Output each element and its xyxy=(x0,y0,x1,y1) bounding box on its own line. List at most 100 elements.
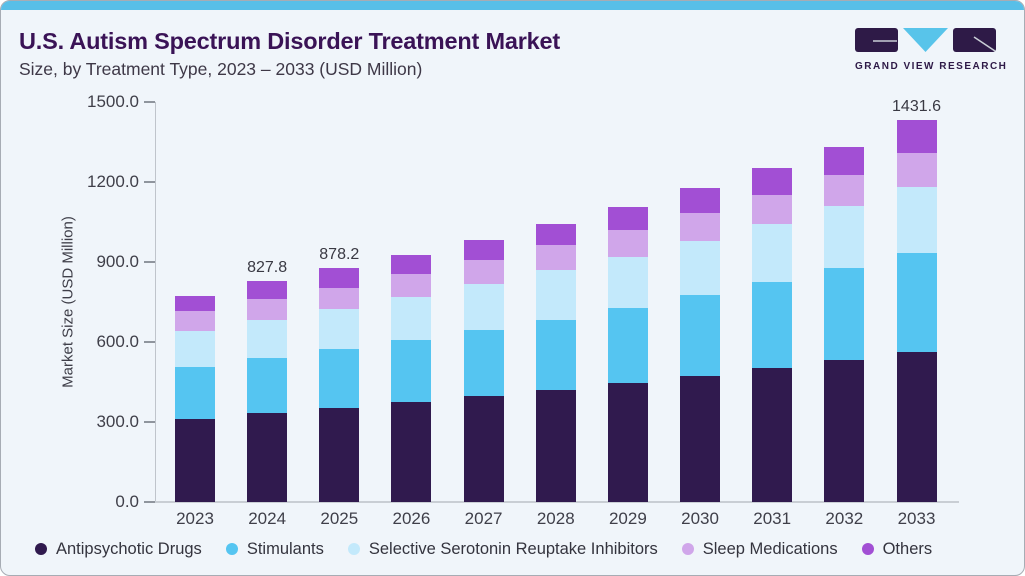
bar-segment-others xyxy=(463,239,504,261)
bar-2031 xyxy=(752,168,793,502)
top-accent-bar xyxy=(1,1,1024,10)
y-axis-tick-label: 0.0 xyxy=(115,492,139,511)
bar-2028 xyxy=(535,223,576,502)
bar-segment-antipsychotic-drugs xyxy=(535,389,576,502)
x-axis-label: 2025 xyxy=(320,509,359,528)
bar-segment-stimulants xyxy=(535,319,576,390)
bar-segment-selective-serotonin-reuptake-inhibitors xyxy=(824,205,865,268)
bar-segment-sleep-medications xyxy=(896,153,937,187)
y-axis-tick-mark xyxy=(144,341,155,343)
bar-2025 xyxy=(319,267,360,502)
bar-segment-stimulants xyxy=(896,252,937,352)
bar-segment-antipsychotic-drugs xyxy=(319,407,360,502)
legend-item-stimulants: Stimulants xyxy=(225,540,324,559)
chart-title: U.S. Autism Spectrum Disorder Treatment … xyxy=(19,28,561,54)
y-axis-tick-label: 1200.0 xyxy=(87,172,139,191)
legend-item-others: Others xyxy=(861,539,933,559)
bar-segment-selective-serotonin-reuptake-inhibitors xyxy=(319,308,360,350)
y-axis-tick-mark xyxy=(144,101,155,103)
x-axis-label: 2023 xyxy=(176,509,214,528)
bar-segment-stimulants xyxy=(247,358,288,414)
bar-segment-stimulants xyxy=(175,367,215,419)
bar-segment-others xyxy=(247,281,288,300)
bar-segment-antipsychotic-drugs xyxy=(752,368,793,502)
y-axis-tick-label: 900.0 xyxy=(96,252,139,271)
x-axis-label: 2032 xyxy=(825,509,864,528)
bar-total-label: 1431.6 xyxy=(892,98,941,116)
x-axis-label: 2024 xyxy=(248,509,287,528)
bar-segment-selective-serotonin-reuptake-inhibitors xyxy=(752,223,793,283)
bar-segment-antipsychotic-drugs xyxy=(175,418,215,502)
bar-segment-others xyxy=(680,187,721,213)
bar-segment-selective-serotonin-reuptake-inhibitors xyxy=(391,297,432,340)
logo-wordmark: GRAND VIEW RESEARCH xyxy=(855,61,1008,72)
bar-segment-sleep-medications xyxy=(463,260,504,284)
bar-segment-stimulants xyxy=(607,307,648,384)
bar-segment-sleep-medications xyxy=(752,194,793,224)
bar-segment-stimulants xyxy=(319,349,360,408)
bar-segment-others xyxy=(752,168,793,195)
chart-legend: Antipsychotic Drugs Stimulants Selective S… xyxy=(35,536,932,562)
x-axis-label: 2031 xyxy=(753,509,792,528)
gvr-logo-icon xyxy=(855,28,996,52)
bar-segment-sleep-medications xyxy=(319,287,360,309)
legend-label: Others xyxy=(882,539,933,558)
bar-segment-stimulants xyxy=(824,267,865,361)
bar-2027 xyxy=(463,239,504,502)
bar-total-label: 878.2 xyxy=(319,245,360,263)
bar-segment-antipsychotic-drugs xyxy=(680,375,721,502)
bar-segment-sleep-medications xyxy=(607,229,648,257)
bar-2023 xyxy=(175,295,215,502)
bar-segment-selective-serotonin-reuptake-inhibitors xyxy=(607,256,648,308)
bar-segment-antipsychotic-drugs xyxy=(824,360,865,502)
y-axis-tick-mark xyxy=(144,181,155,183)
y-axis-tick-label: 300.0 xyxy=(96,412,139,431)
bar-segment-selective-serotonin-reuptake-inhibitors xyxy=(535,270,576,320)
legend-dot-icon xyxy=(35,543,47,555)
bar-segment-others xyxy=(175,295,215,312)
y-axis-line xyxy=(155,102,156,502)
bar-segment-others xyxy=(607,206,648,230)
bar-segment-antipsychotic-drugs xyxy=(247,413,288,502)
bar-segment-sleep-medications xyxy=(680,212,721,241)
bar-segment-stimulants xyxy=(463,329,504,396)
x-axis-label: 2028 xyxy=(536,509,575,528)
bar-segment-others xyxy=(824,147,865,176)
bar-segment-antipsychotic-drugs xyxy=(896,351,937,502)
bar-total-label: 827.8 xyxy=(247,259,288,277)
y-axis-tick-mark xyxy=(144,501,155,503)
y-axis-title: Market Size (USD Million) xyxy=(59,216,77,388)
x-axis-label: 2033 xyxy=(897,509,936,528)
legend-label: Selective Serotonin Reuptake Inhibitors xyxy=(368,539,658,558)
y-axis-tick-label: 1500.0 xyxy=(87,92,139,111)
bar-2030 xyxy=(680,187,721,502)
bar-segment-stimulants xyxy=(391,339,432,402)
legend-dot-icon xyxy=(681,543,694,555)
bar-segment-stimulants xyxy=(680,295,721,376)
y-axis-tick-label: 600.0 xyxy=(96,332,139,351)
x-axis-label: 2026 xyxy=(392,509,431,528)
bar-2029 xyxy=(607,206,648,502)
x-axis-label: 2030 xyxy=(681,509,719,528)
y-axis-tick-mark xyxy=(144,261,155,263)
bar-segment-sleep-medications xyxy=(535,245,576,271)
legend-label: Antipsychotic Drugs xyxy=(56,539,202,558)
legend-item-antipsychotic-drugs: Antipsychotic Drugs xyxy=(35,540,202,559)
bar-segment-selective-serotonin-reuptake-inhibitors xyxy=(463,283,504,330)
legend-item-sleep-medications: Sleep Medications xyxy=(681,540,838,559)
legend-item-selective-serotonin-reuptake-inhibitors: Selective Serotonin Reuptake Inhibitors xyxy=(347,539,658,559)
bar-2024 xyxy=(247,281,288,502)
bar-2033 xyxy=(896,120,937,502)
bar-segment-sleep-medications xyxy=(824,175,865,206)
bar-segment-sleep-medications xyxy=(391,274,432,298)
bar-segment-antipsychotic-drugs xyxy=(607,383,648,502)
y-axis-tick-mark xyxy=(144,421,155,423)
bar-2032 xyxy=(824,147,865,502)
bar-segment-antipsychotic-drugs xyxy=(391,401,432,502)
x-axis-label: 2029 xyxy=(608,509,647,528)
x-axis-label: 2027 xyxy=(464,509,503,528)
bar-segment-stimulants xyxy=(752,282,793,369)
bar-segment-others xyxy=(896,120,937,154)
